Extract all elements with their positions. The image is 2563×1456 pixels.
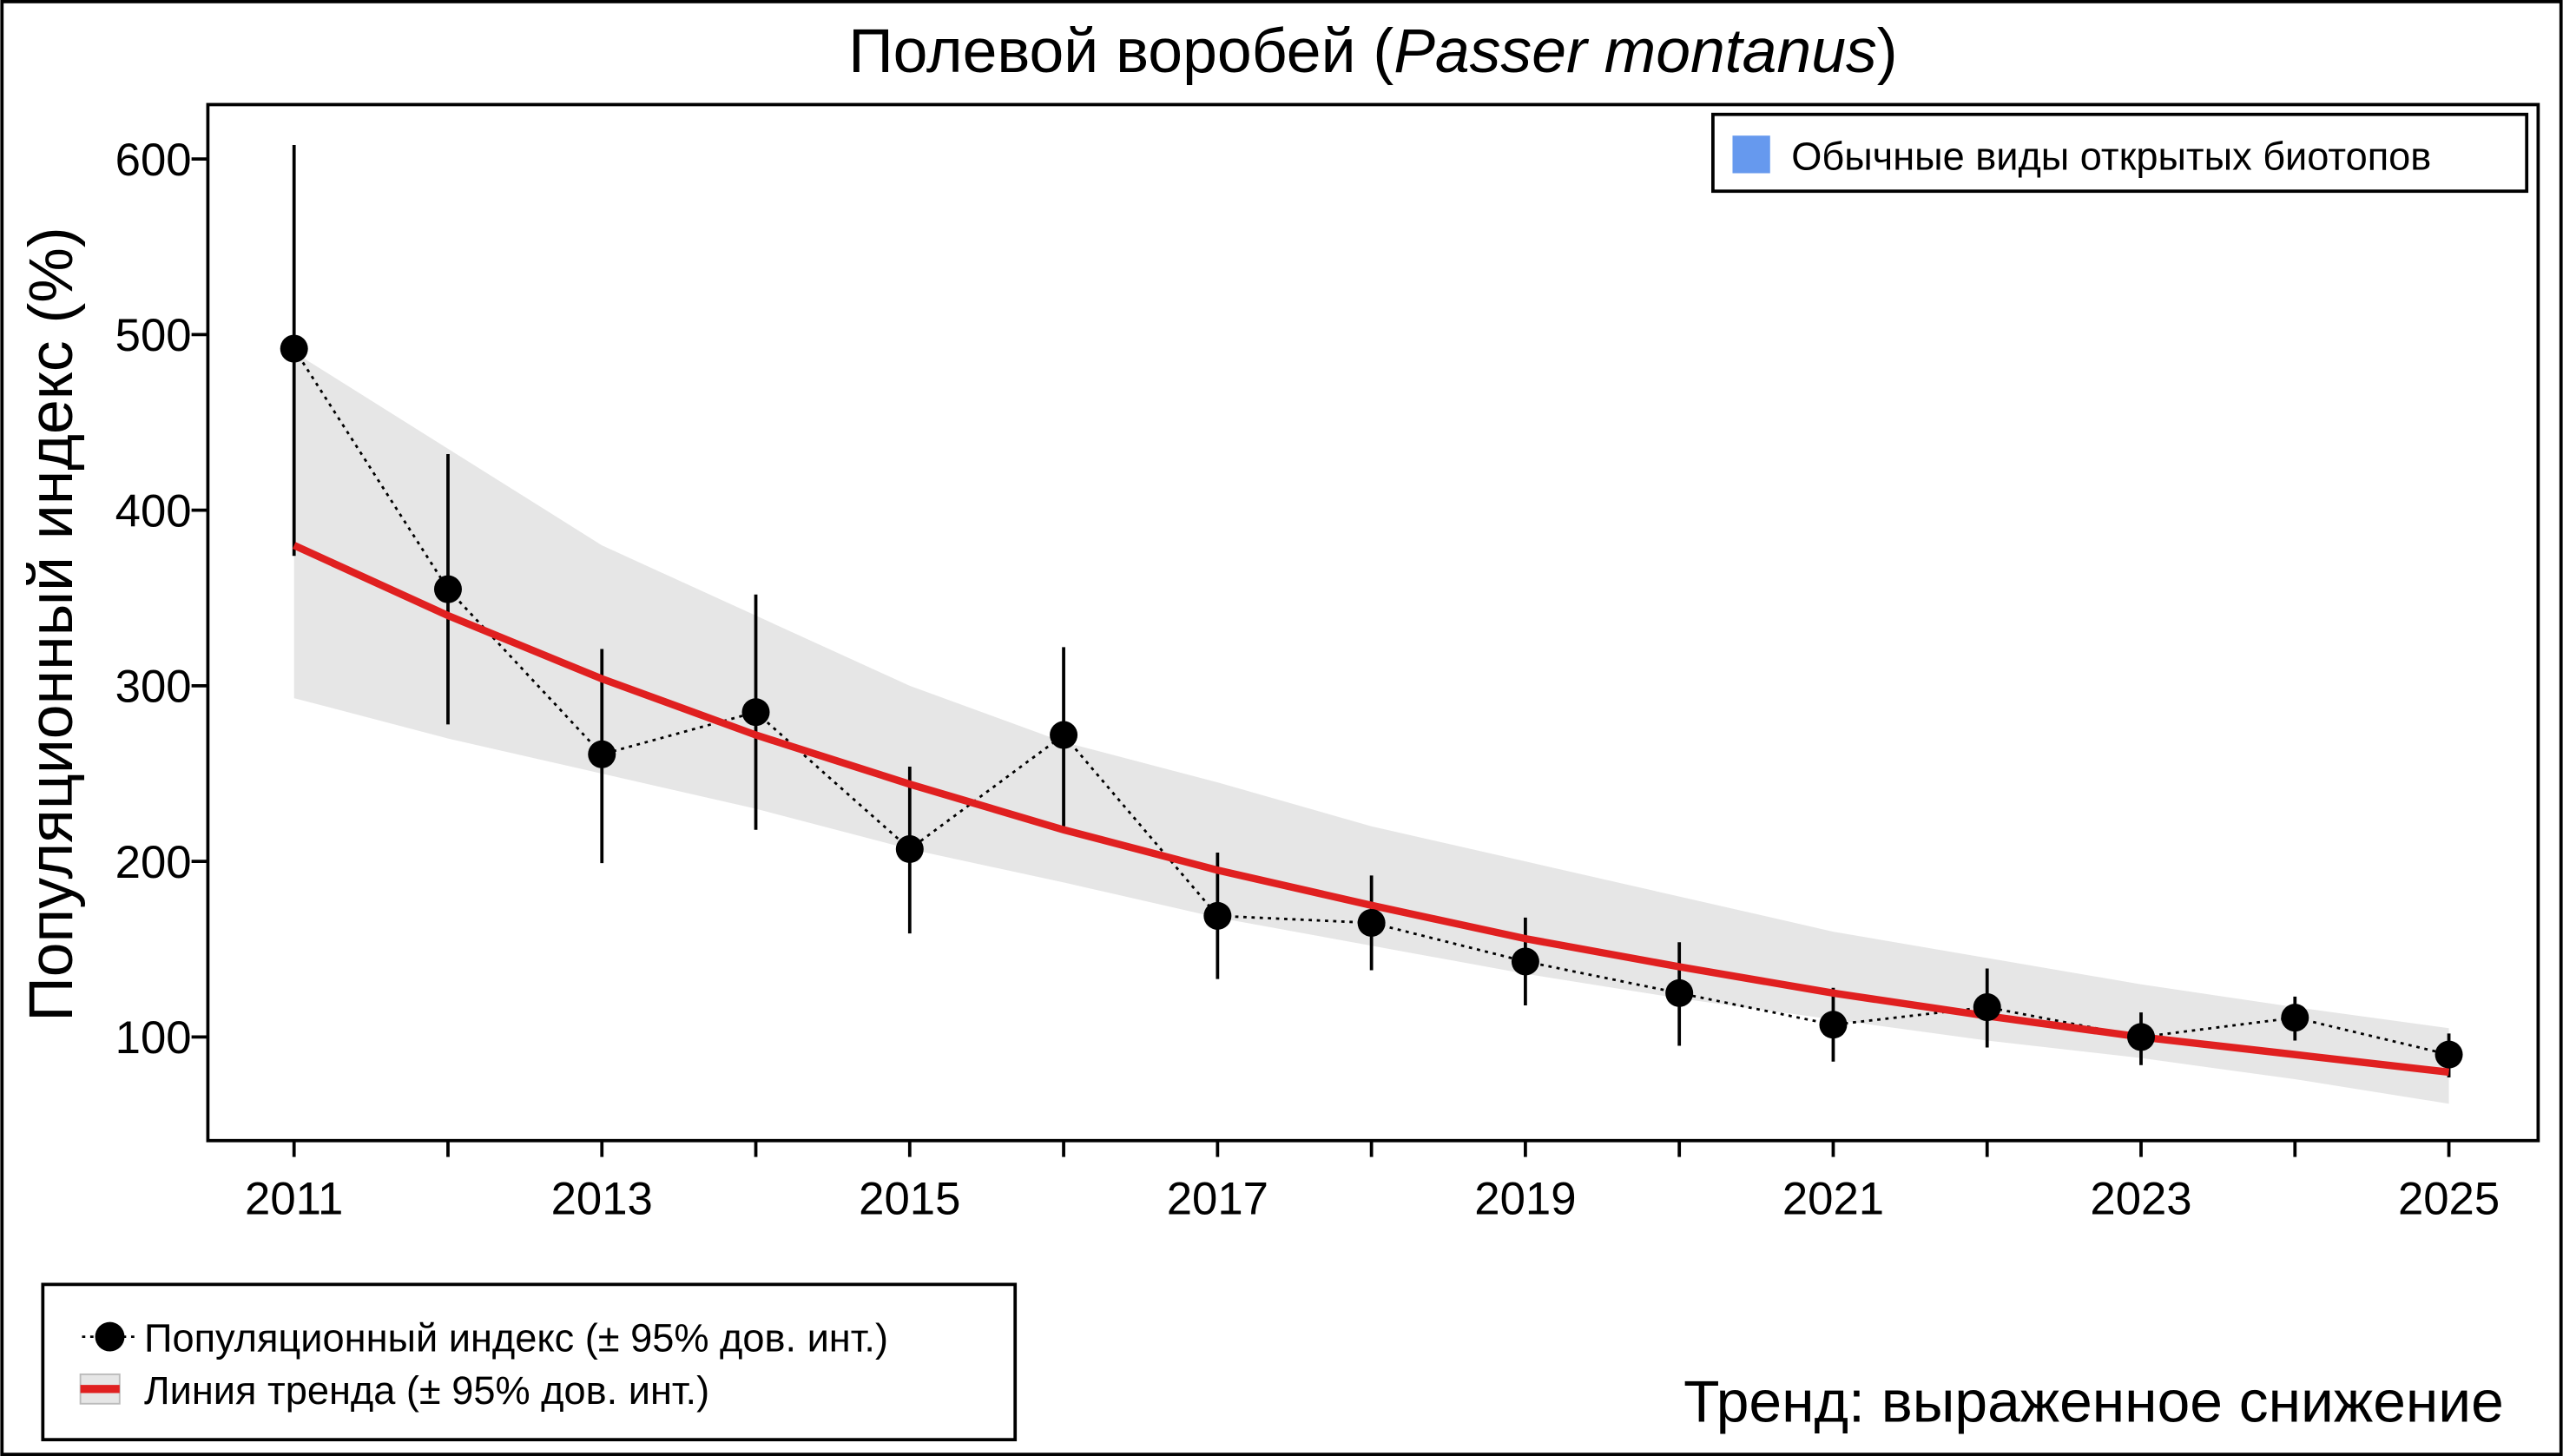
title-prefix: Полевой воробей ( — [848, 16, 1394, 86]
x-tick-label: 2017 — [1167, 1173, 1268, 1224]
chart-title: Полевой воробей (Passer montanus) — [848, 16, 1897, 86]
y-tick-label: 500 — [115, 310, 192, 361]
x-tick-label: 2015 — [859, 1173, 960, 1224]
legend-label: Обычные виды открытых биотопов — [1791, 135, 2431, 179]
plot-area — [280, 144, 2463, 1104]
trend-label: Тренд: выраженное снижение — [1683, 1369, 2504, 1434]
data-point — [1665, 978, 1694, 1007]
data-point — [1819, 1011, 1848, 1039]
data-point — [433, 575, 462, 603]
data-point — [1050, 721, 1078, 749]
x-tick-label: 2011 — [245, 1173, 343, 1224]
data-point — [280, 334, 308, 363]
y-tick-label: 400 — [115, 485, 192, 537]
confidence-band — [293, 352, 2449, 1104]
y-axis-label: Популяционный индекс (%) — [16, 227, 86, 1021]
trend-line — [292, 542, 2450, 1077]
data-point — [1357, 908, 1386, 937]
legend-label: Популяционный индекс (± 95% дов. инт.) — [144, 1316, 888, 1360]
x-tick-label: 2023 — [2090, 1173, 2191, 1224]
data-point — [2127, 1023, 2156, 1051]
y-tick-label: 300 — [115, 662, 192, 713]
legend-box — [1711, 112, 2529, 194]
data-point — [741, 698, 770, 727]
x-tick-label: 2025 — [2398, 1173, 2500, 1224]
legend-swatch — [95, 1321, 125, 1352]
data-point — [2281, 1004, 2309, 1032]
y-tick-label: 600 — [115, 135, 192, 186]
data-point — [1973, 993, 2001, 1022]
y-tick-label: 100 — [115, 1012, 192, 1064]
x-tick-label: 2013 — [551, 1173, 653, 1224]
y-tick-label: 200 — [115, 837, 192, 888]
legend-label: Линия тренда (± 95% дов. инт.) — [144, 1368, 709, 1413]
x-tick-label: 2019 — [1474, 1173, 1576, 1224]
series-legend: Популяционный индекс (± 95% дов. инт.) Л… — [41, 1282, 1018, 1442]
legend-swatch — [1732, 135, 1770, 174]
data-point — [1203, 901, 1232, 930]
legend-box — [41, 1282, 1018, 1442]
data-point — [588, 740, 616, 768]
group-legend: Обычные виды открытых биотопов — [1711, 112, 2529, 194]
data-point — [1511, 947, 1539, 976]
x-tick-label: 2021 — [1782, 1173, 1884, 1224]
data-point — [2435, 1040, 2463, 1069]
data-point — [895, 835, 924, 864]
title-suffix: ) — [1877, 16, 1898, 86]
title-species: Passer montanus — [1394, 16, 1877, 86]
